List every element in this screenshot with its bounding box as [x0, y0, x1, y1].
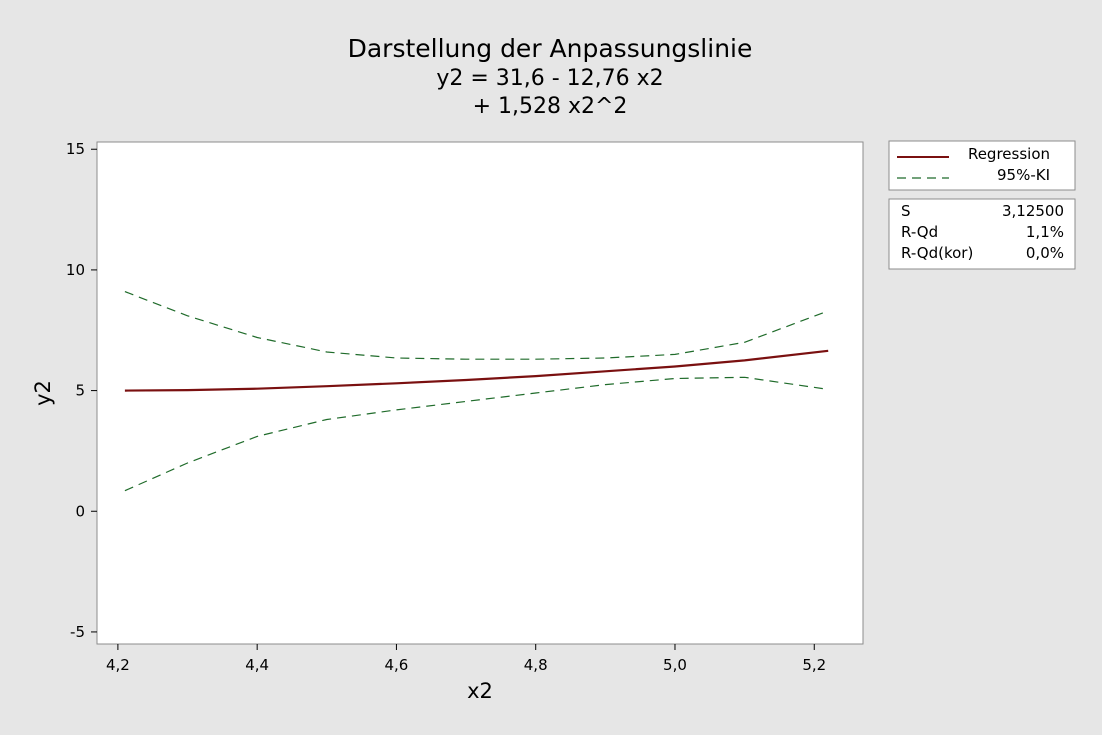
- x-tick-label: 5,2: [802, 656, 826, 674]
- stat-label-rqd-kor: R-Qd(kor): [901, 244, 973, 262]
- y-tick-label: 10: [66, 261, 85, 279]
- x-tick-label: 4,6: [385, 656, 409, 674]
- legend-label-regression: Regression: [968, 145, 1050, 163]
- y-axis: -5 0 5 10 15: [66, 140, 97, 641]
- plot-area: [96, 141, 864, 645]
- equation-line-1: y2 = 31,6 - 12,76 x2: [436, 66, 663, 91]
- regression-line: [124, 349, 829, 392]
- stat-value-s: 3,12500: [1002, 202, 1064, 220]
- stats-box: S 3,12500 R-Qd 1,1% R-Qd(kor) 0,0%: [888, 198, 1076, 270]
- equation-line-2: + 1,528 x2^2: [473, 94, 628, 119]
- stat-label-rqd: R-Qd: [901, 223, 938, 241]
- x-axis-label: x2: [467, 679, 493, 703]
- series-layer: [124, 291, 829, 492]
- y-tick-label: 15: [66, 140, 85, 158]
- x-axis: 4,2 4,4 4,6 4,8 5,0 5,2: [106, 644, 826, 674]
- legend-label-ki: 95%-KI: [997, 166, 1050, 184]
- legend-box: [888, 140, 1076, 191]
- legend: Regression 95%-KI: [888, 140, 1076, 191]
- ci-upper-line: [124, 291, 829, 360]
- x-tick-label: 4,4: [245, 656, 269, 674]
- stat-value-rqd-kor: 0,0%: [1026, 244, 1064, 262]
- x-tick-label: 4,2: [106, 656, 130, 674]
- y-tick-label: 5: [75, 382, 85, 400]
- y-tick-label: 0: [75, 502, 85, 520]
- stats-box-frame: [888, 198, 1076, 270]
- y-axis-label: y2: [31, 380, 55, 406]
- stat-value-rqd: 1,1%: [1026, 223, 1064, 241]
- y-tick-label: -5: [70, 623, 85, 641]
- ci-lower-line: [124, 376, 829, 492]
- chart-title: Darstellung der Anpassungslinie: [348, 34, 753, 63]
- x-tick-label: 5,0: [663, 656, 687, 674]
- x-tick-label: 4,8: [524, 656, 548, 674]
- stat-label-s: S: [901, 202, 911, 220]
